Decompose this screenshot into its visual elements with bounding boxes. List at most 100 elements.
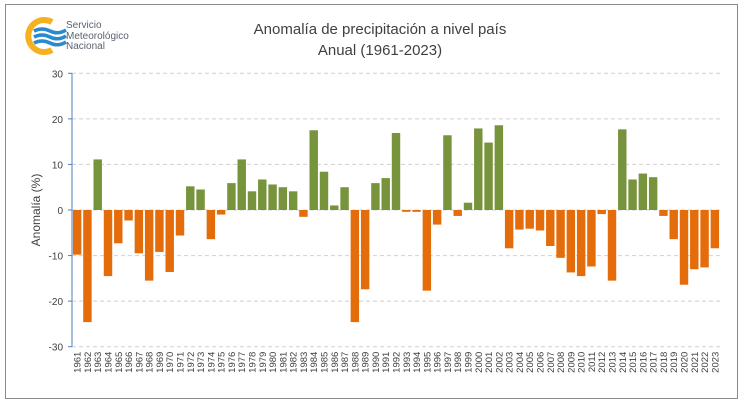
logo-line: Meteorológico [66,30,129,42]
bar-2009 [566,210,576,273]
x-tick-label: 1964 [104,352,115,373]
x-tick-label: 1973 [196,352,207,373]
x-tick-label: 1974 [206,352,217,373]
x-tick-label: 2021 [690,352,701,373]
bar-2018 [659,210,668,216]
bar-1976 [227,183,236,210]
bar-2003 [504,210,514,249]
bar-2015 [628,179,637,210]
bar-1997 [443,135,452,210]
bar-1994 [412,210,421,212]
x-tick-label: 2001 [484,352,495,373]
bar-1972 [186,186,195,210]
bar-1982 [288,191,298,210]
x-tick-label: 1983 [299,352,310,373]
bar-1980 [268,184,277,210]
x-tick-label: 2005 [525,352,536,373]
bar-2012 [597,210,606,215]
x-tick-label: 1996 [433,352,444,373]
bar-1983 [299,210,308,217]
x-tick-label: 2002 [494,352,505,373]
bar-1978 [247,191,257,210]
x-tick-label: 1997 [443,352,454,373]
x-tick-label: 1967 [134,352,145,373]
bar-1991 [381,178,390,210]
bar-1973 [196,189,205,210]
bar-1996 [432,210,442,225]
bar-1977 [237,159,246,210]
bar-2019 [669,210,678,240]
y-tick-label: -20 [49,297,64,308]
x-tick-label: 1999 [464,352,475,373]
x-tick-label: 1961 [73,352,84,373]
bar-2004 [515,210,524,230]
x-tick-label: 2000 [474,352,485,373]
bar-2007 [546,210,555,246]
chart-title: Anomalía de precipitación a nivel país [253,21,507,38]
x-tick-label: 1966 [124,352,135,373]
bar-2006 [535,210,545,231]
bar-2001 [484,142,493,210]
bar-1961 [72,210,82,255]
bar-1964 [103,210,113,277]
bar-1979 [258,179,267,210]
smn-logo [22,16,152,56]
x-tick-label: 2003 [505,352,516,373]
x-tick-label: 1998 [453,352,464,373]
x-tick-label: 1995 [422,352,433,373]
x-tick-label: 1978 [248,352,259,373]
y-tick-label: 0 [57,206,63,217]
bar-1963 [93,159,102,210]
x-tick-label: 2013 [608,352,619,373]
x-tick-label: 2019 [669,352,680,373]
bar-1965 [114,210,123,244]
x-tick-label: 2020 [680,352,691,373]
bar-2008 [556,210,565,258]
x-tick-label: 2016 [638,352,649,373]
x-tick-label: 1988 [350,352,361,373]
x-tick-label: 2006 [536,352,547,373]
x-tick-label: 1962 [83,352,94,373]
y-tick-label: 10 [52,160,64,171]
x-tick-label: 2008 [556,352,567,373]
x-tick-label: 1994 [412,352,423,373]
x-tick-label: 2009 [566,352,577,373]
bar-1987 [340,187,349,210]
x-tick-label: 1992 [392,352,403,373]
x-tick-label: 2017 [649,352,660,373]
bar-2005 [525,210,534,229]
bar-2023 [710,210,720,249]
logo-text: Servicio Meteorológico Nacional [66,20,129,53]
x-tick-label: 1970 [165,352,176,373]
x-tick-label: 1981 [278,352,289,373]
x-tick-label: 1980 [268,352,279,373]
bar-2020 [679,210,689,285]
bar-1995 [422,210,432,291]
x-tick-label: 2022 [700,352,711,373]
bar-1970 [165,210,174,272]
bar-1986 [330,205,339,210]
bar-2011 [587,210,596,267]
x-tick-label: 1989 [361,352,372,373]
x-tick-label: 1993 [402,352,413,373]
x-tick-label: 1977 [237,352,248,373]
bar-2000 [474,128,483,210]
bar-2013 [607,210,617,281]
bar-1962 [83,210,92,323]
bar-1999 [463,202,473,210]
x-tick-label: 1987 [340,352,351,373]
bar-1974 [206,210,216,240]
bar-1990 [371,183,380,210]
bar-1992 [391,132,401,210]
bar-1975 [216,210,226,215]
x-tick-label: 2010 [577,352,588,373]
x-tick-label: 1963 [93,352,104,373]
bar-1985 [319,171,329,210]
bar-2010 [576,210,586,277]
chart-frame [5,4,738,399]
bar-1981 [278,187,288,210]
smn-logo-icon [25,17,67,55]
x-tick-label: 2018 [659,352,670,373]
bar-2022 [700,210,709,268]
x-tick-label: 1990 [371,352,382,373]
